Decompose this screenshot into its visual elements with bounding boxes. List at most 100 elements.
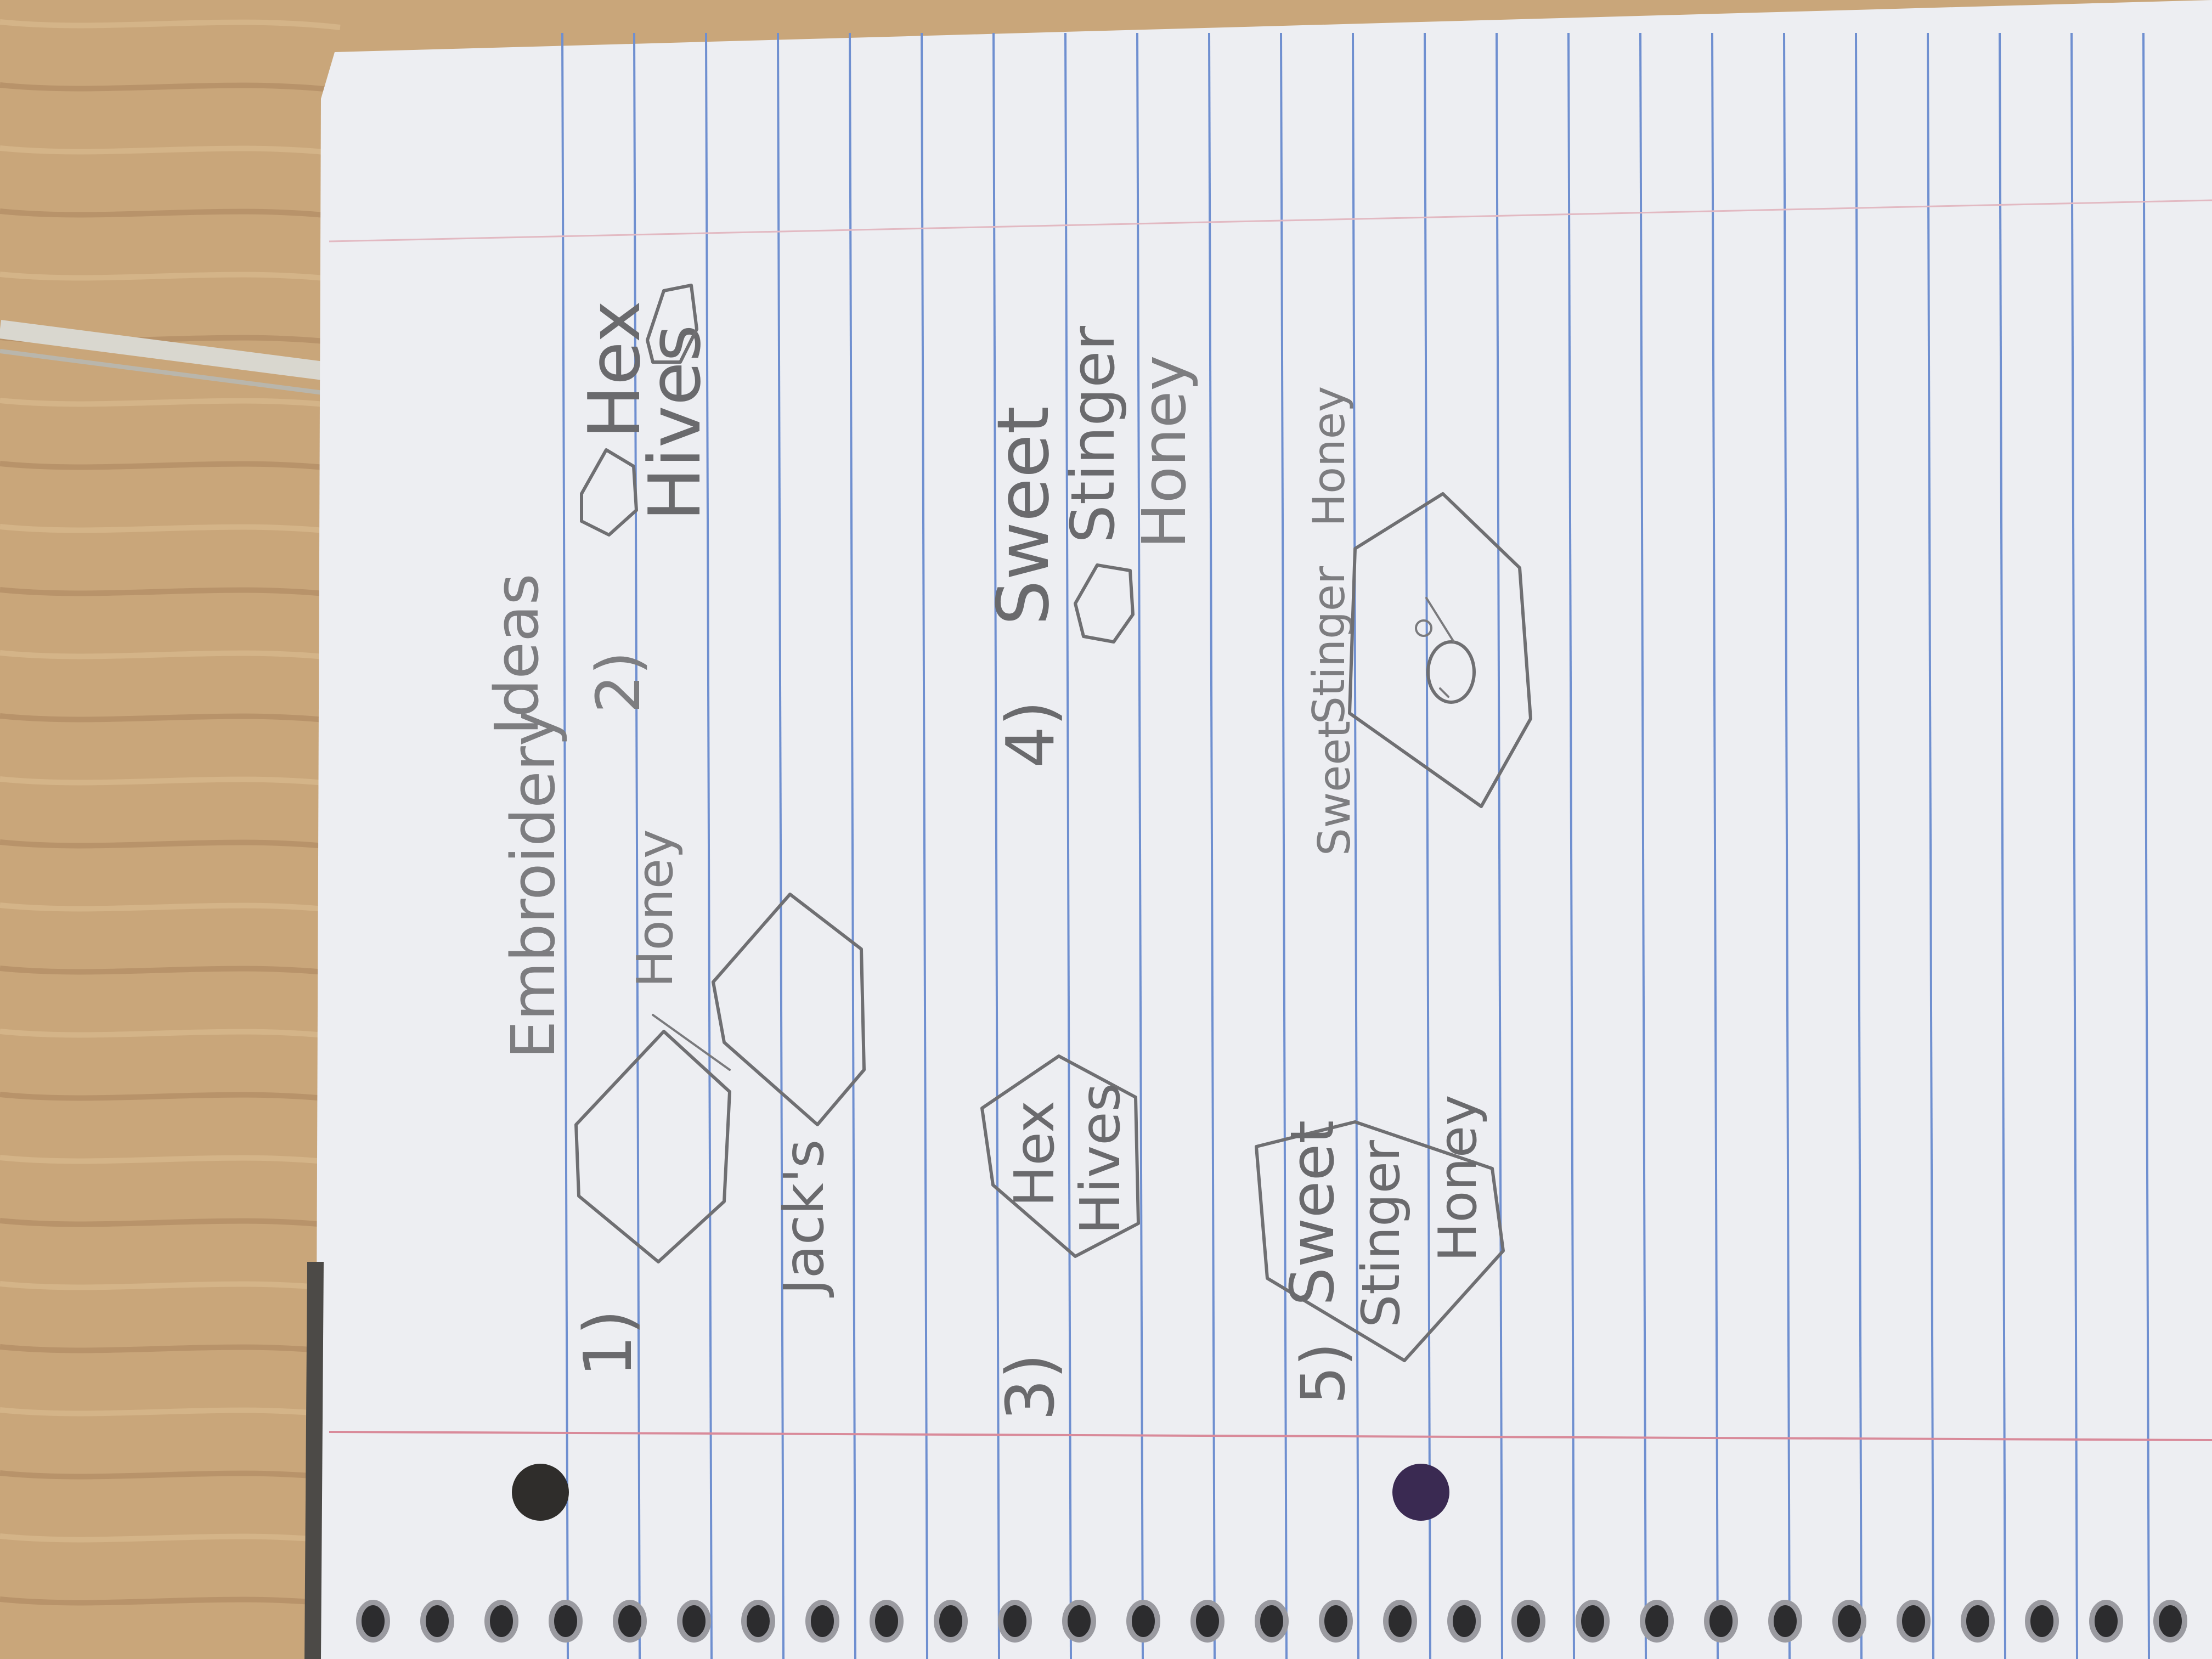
idea-1-number: 1)	[571, 1310, 647, 1377]
ruled-line	[1639, 32, 1647, 1659]
spiral-coil	[741, 1600, 775, 1643]
margin-line	[329, 1431, 2212, 1441]
ruled-line	[1136, 32, 1144, 1659]
hexagon-outline	[712, 893, 866, 1126]
ruled-line	[1927, 32, 1934, 1659]
bee-hexagon-icon	[1074, 563, 1135, 644]
wood-grain-line	[0, 776, 341, 787]
desk-cable	[0, 320, 342, 382]
idea-2-text-hex: Hex	[573, 301, 656, 439]
idea-4-text-sweet: Sweet	[981, 406, 1065, 625]
idea-2-number: 2)	[583, 651, 653, 713]
idea-3-text-hives: Hives	[1068, 1083, 1132, 1234]
wood-grain-line	[0, 966, 341, 977]
ruled-line	[1999, 32, 2006, 1659]
ruled-line	[1567, 32, 1575, 1659]
wood-grain-line	[0, 145, 341, 156]
spiral-coil	[1319, 1600, 1353, 1643]
wood-grain-line	[0, 1092, 341, 1103]
large-hexagon-outline	[1348, 492, 1532, 808]
wood-grain-line	[0, 1470, 341, 1481]
small-hexagon-icon	[646, 284, 698, 364]
spiral-coil	[1832, 1600, 1866, 1643]
idea-2-text-hives: Hives	[633, 324, 716, 521]
spiral-coil	[1062, 1600, 1096, 1643]
ruled-line	[1496, 32, 1503, 1659]
ruled-line	[633, 32, 641, 1659]
wood-grain-line	[0, 1281, 341, 1292]
ruled-line	[705, 32, 713, 1659]
spiral-coil	[1511, 1600, 1545, 1643]
wood-grain-line	[0, 650, 341, 661]
wood-grain-line	[0, 1029, 341, 1040]
wood-grain-line	[0, 272, 341, 283]
punched-hole	[512, 1464, 569, 1521]
ruled-line	[2142, 32, 2150, 1659]
idea-5-text-stinger: Stinger	[1351, 1139, 1412, 1328]
idea-3-text-hex: Hex	[1002, 1101, 1066, 1207]
ruled-line	[849, 32, 856, 1659]
wood-grain-line	[0, 208, 341, 219]
ruled-line	[1855, 32, 1863, 1659]
spiral-coil	[1640, 1600, 1674, 1643]
wood-grain-line	[0, 1218, 341, 1229]
spiral-coil	[1447, 1600, 1481, 1643]
spiral-coil	[998, 1600, 1032, 1643]
top-margin-line	[329, 199, 2212, 242]
title-word-2: Ideas	[482, 573, 552, 735]
wood-grain-line	[0, 1155, 341, 1166]
idea-3-number: 3)	[993, 1353, 1069, 1421]
spiral-coil	[1897, 1600, 1931, 1643]
ruled-line	[1352, 32, 1359, 1659]
idea-4-text-stinger: Stinger	[1058, 325, 1128, 543]
spiral-coil	[870, 1600, 904, 1643]
wood-grain-line	[0, 1596, 341, 1607]
idea-6-text-sweet: Sweet	[1309, 721, 1360, 856]
idea-1-text-jacks: Jack's	[772, 1139, 836, 1298]
ruled-line	[1711, 32, 1719, 1659]
idea-5-text-honey: Honey	[1428, 1095, 1488, 1262]
wood-grain-line	[0, 839, 341, 850]
ruled-line	[1064, 32, 1072, 1659]
wood-grain-line	[0, 713, 341, 724]
ruled-line	[921, 32, 928, 1659]
spiral-coil	[1255, 1600, 1289, 1643]
ruled-line	[1208, 32, 1216, 1659]
idea-6-text-stinger: Stinger	[1304, 566, 1355, 724]
punched-hole	[1392, 1464, 1449, 1521]
bee-body-sketch	[1426, 640, 1476, 704]
wood-grain-line	[0, 587, 341, 598]
spiral-coil	[1961, 1600, 1995, 1643]
ruled-line	[777, 32, 785, 1659]
wood-grain-line	[0, 1407, 341, 1418]
idea-5-text-sweet: Sweet	[1277, 1120, 1347, 1306]
spiral-coil	[677, 1600, 711, 1643]
ruled-line	[992, 32, 1000, 1659]
ruled-line	[2070, 32, 2078, 1659]
ruled-line	[1280, 32, 1288, 1659]
spiral-coil	[2025, 1600, 2059, 1643]
idea-4-text-honey: Honey	[1129, 355, 1199, 549]
spiral-coil	[1383, 1600, 1417, 1643]
wood-grain-line	[0, 524, 341, 535]
spiral-coil	[420, 1600, 454, 1643]
wood-grain-line	[0, 82, 341, 93]
hexagon-outline	[980, 1054, 1140, 1258]
title-word-1: Embroidery	[498, 710, 568, 1059]
ruled-line	[1424, 32, 1431, 1659]
hexagon-outline	[1255, 1120, 1505, 1362]
idea-4-number: 4)	[993, 701, 1069, 768]
spiral-coil	[484, 1600, 518, 1643]
wood-grain-line	[0, 461, 341, 472]
handwritten-notes: Embroidery Ideas 1) Honey Jack's 2) Hex …	[482, 284, 1532, 1421]
ruled-line	[561, 32, 569, 1659]
spiral-coil	[805, 1600, 839, 1643]
wood-grain-line	[0, 1344, 341, 1355]
spiral-coil	[1768, 1600, 1802, 1643]
small-hexagon-icon	[580, 448, 638, 537]
notebook-page	[304, 0, 2212, 1659]
spiral-coil	[1126, 1600, 1160, 1643]
spiral-coil	[549, 1600, 583, 1643]
hexagon-outline	[574, 1030, 731, 1263]
